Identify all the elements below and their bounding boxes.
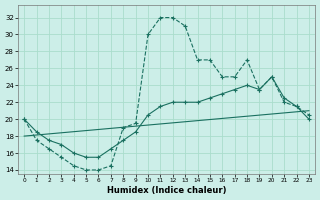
- X-axis label: Humidex (Indice chaleur): Humidex (Indice chaleur): [107, 186, 226, 195]
